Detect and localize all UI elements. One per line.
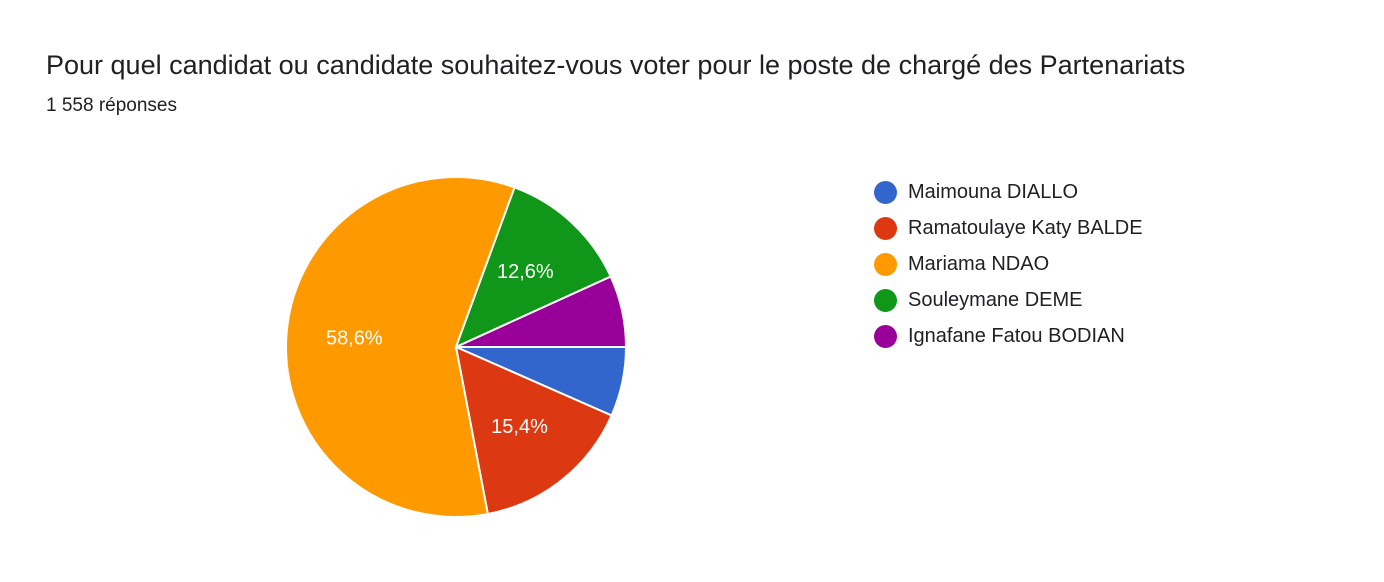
- slice-label-2: 58,6%: [326, 328, 383, 350]
- slice-label-1: 15,4%: [491, 416, 548, 438]
- legend-label-4: Ignafane Fatou BODIAN: [908, 324, 1125, 347]
- legend-item-3[interactable]: Souleymane DEME: [874, 282, 1143, 318]
- legend-swatch-3: [874, 288, 897, 312]
- pie-slice-2[interactable]: [285, 176, 516, 518]
- legend-label-1: Ramatoulaye Katy BALDE: [908, 216, 1143, 239]
- legend-swatch-0: [874, 180, 897, 204]
- legend-swatch-4: [874, 324, 897, 348]
- chart-title: Pour quel candidat ou candidate souhaite…: [46, 50, 1186, 80]
- pie-slice-1[interactable]: [454, 345, 613, 516]
- legend-swatch-1: [874, 216, 897, 240]
- response-count: 1 558 réponses: [46, 95, 177, 116]
- legend-item-1[interactable]: Ramatoulaye Katy BALDE: [874, 210, 1143, 246]
- legend-item-2[interactable]: Mariama NDAO: [874, 246, 1143, 282]
- pie-slice-4[interactable]: [455, 275, 628, 348]
- legend-label-2: Mariama NDAO: [908, 252, 1050, 275]
- legend-label-0: Maimouna DIALLO: [908, 180, 1079, 203]
- legend-label-3: Souleymane DEME: [908, 288, 1083, 311]
- slice-label-3: 12,6%: [497, 261, 554, 283]
- chart-legend: Maimouna DIALLO Ramatoulaye Katy BALDE Mar…: [874, 174, 1143, 354]
- pie-slice-3[interactable]: [454, 186, 613, 349]
- legend-item-4[interactable]: Ignafane Fatou BODIAN: [874, 318, 1143, 354]
- legend-item-0[interactable]: Maimouna DIALLO: [874, 174, 1143, 210]
- legend-swatch-2: [874, 252, 897, 276]
